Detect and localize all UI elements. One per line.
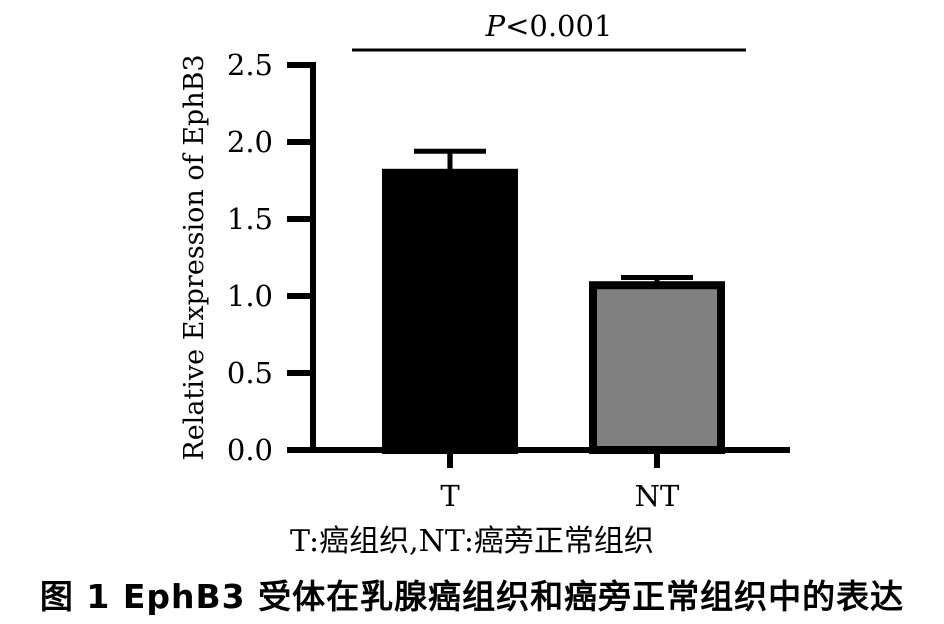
bar-t [382, 168, 518, 455]
figure-caption: 图 1 EphB3 受体在乳腺癌组织和癌旁正常组织中的表达 [39, 577, 905, 616]
x-tick-label-nt: NT [635, 479, 680, 513]
legend-note: T:癌组织,NT:癌旁正常组织 [290, 524, 654, 559]
y-tick-label: 2.5 [227, 48, 273, 82]
bar-chart: 0.0 0.5 1.0 1.5 2.0 2.5 Relative Expression of… [179, 9, 790, 513]
x-tick-label-t: T [440, 479, 460, 513]
y-tick-label: 1.5 [227, 202, 273, 236]
bar-nt [589, 281, 725, 454]
y-axis-label: Relative Expression of EphB3 [179, 54, 210, 460]
y-tick-label: 0.5 [227, 356, 273, 390]
y-tick-label: 0.0 [227, 433, 273, 467]
chart-labels: 0.0 0.5 1.0 1.5 2.0 2.5 Relative Expression of… [179, 9, 680, 513]
y-tick-label: 2.0 [227, 125, 273, 159]
chart-bars [382, 148, 725, 455]
significance-label: P<0.001 [485, 9, 613, 43]
y-tick-label: 1.0 [227, 279, 273, 313]
